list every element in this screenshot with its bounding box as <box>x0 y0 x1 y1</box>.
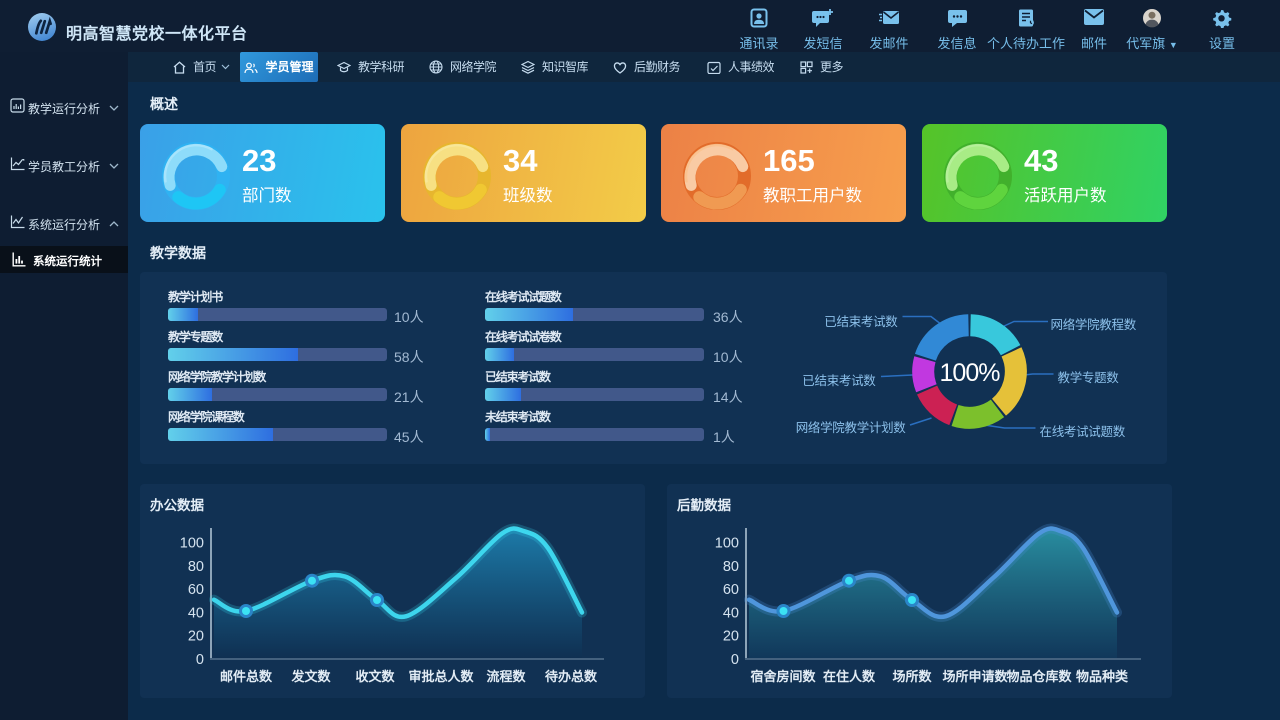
svg-text:场所数: 场所数 <box>892 669 932 684</box>
svg-text:收文数: 收文数 <box>355 669 395 684</box>
svg-text:20: 20 <box>723 629 739 645</box>
svg-text:60: 60 <box>723 582 739 598</box>
svg-text:物品种类: 物品种类 <box>1076 669 1129 684</box>
svg-text:40: 40 <box>723 605 739 621</box>
svg-text:0: 0 <box>731 652 739 668</box>
svg-text:流程数: 流程数 <box>486 669 526 684</box>
svg-text:80: 80 <box>188 559 204 575</box>
svg-text:60: 60 <box>188 582 204 598</box>
svg-text:在住人数: 在住人数 <box>823 669 876 684</box>
svg-text:邮件总数: 邮件总数 <box>220 669 273 684</box>
svg-text:待办总数: 待办总数 <box>544 669 598 684</box>
svg-text:宿舍房间数: 宿舍房间数 <box>750 669 816 684</box>
svg-text:100: 100 <box>715 536 739 552</box>
svg-text:100%: 100% <box>940 359 1001 387</box>
svg-text:场所申请数: 场所申请数 <box>942 669 1008 684</box>
svg-text:发文数: 发文数 <box>290 669 331 684</box>
svg-text:审批总人数: 审批总人数 <box>408 669 474 684</box>
svg-text:80: 80 <box>723 559 739 575</box>
svg-text:40: 40 <box>188 605 204 621</box>
svg-text:100: 100 <box>180 536 204 552</box>
svg-text:20: 20 <box>188 629 204 645</box>
svg-text:0: 0 <box>196 652 204 668</box>
svg-text:物品仓库数: 物品仓库数 <box>1006 669 1072 684</box>
